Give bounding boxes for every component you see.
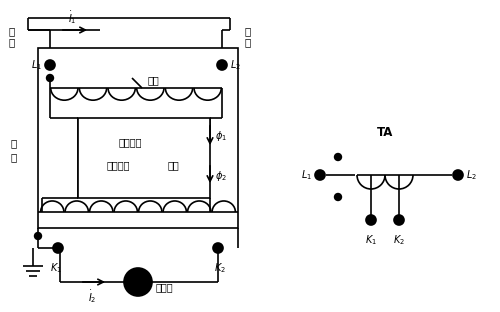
Circle shape	[46, 75, 54, 81]
Circle shape	[45, 60, 55, 70]
Circle shape	[53, 243, 63, 253]
Text: $K_1$: $K_1$	[50, 261, 62, 275]
Bar	[38, 48, 238, 228]
Text: 一次绕组: 一次绕组	[118, 137, 142, 147]
Circle shape	[394, 215, 404, 225]
Text: $L_2$: $L_2$	[466, 168, 477, 182]
Bar	[78, 118, 210, 198]
Circle shape	[217, 60, 227, 70]
Text: $\dot{I}_2$: $\dot{I}_2$	[88, 288, 96, 305]
Text: 电流表: 电流表	[156, 282, 174, 292]
Circle shape	[366, 215, 376, 225]
Text: 二次绕组: 二次绕组	[106, 160, 130, 170]
Text: $L_1$: $L_1$	[301, 168, 312, 182]
Circle shape	[334, 154, 342, 160]
Text: TA: TA	[377, 126, 393, 139]
Text: $L_2$: $L_2$	[230, 58, 241, 72]
Text: $\phi_2$: $\phi_2$	[215, 169, 227, 183]
Circle shape	[453, 170, 463, 180]
Text: 铁
芯: 铁 芯	[11, 138, 17, 162]
Text: $K_1$: $K_1$	[365, 233, 377, 247]
Text: 电
源: 电 源	[9, 26, 15, 47]
Circle shape	[315, 170, 325, 180]
Text: $\phi_1$: $\phi_1$	[215, 129, 227, 143]
Text: 下柱: 下柱	[168, 160, 180, 170]
Text: $K_2$: $K_2$	[214, 261, 226, 275]
Circle shape	[334, 193, 342, 201]
Text: $L_1$: $L_1$	[31, 58, 42, 72]
Text: 上柱: 上柱	[148, 75, 160, 85]
Circle shape	[213, 243, 223, 253]
Circle shape	[34, 232, 42, 240]
Text: 负
荷: 负 荷	[245, 26, 251, 47]
Text: $K_2$: $K_2$	[393, 233, 405, 247]
Circle shape	[124, 268, 152, 296]
Text: $\dot{I}_1$: $\dot{I}_1$	[68, 9, 76, 26]
